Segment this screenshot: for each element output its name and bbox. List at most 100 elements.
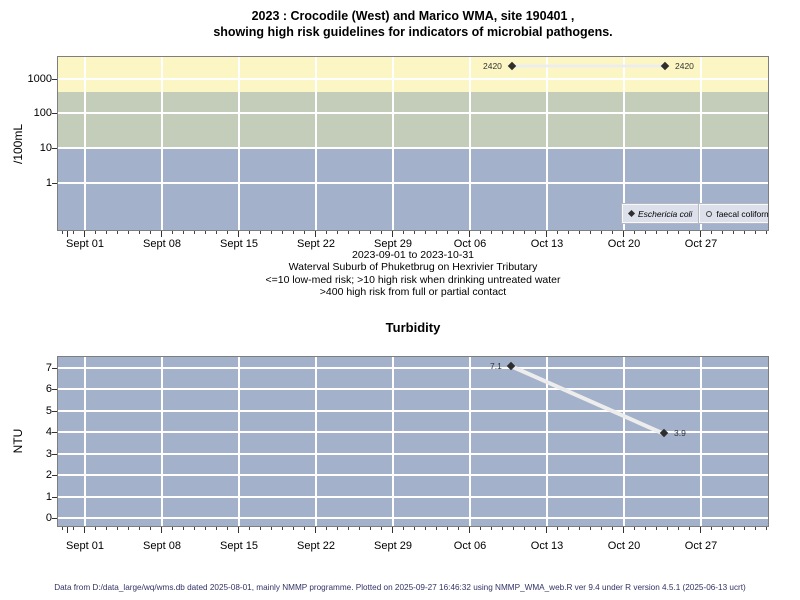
open-circle-icon [706,210,713,217]
gridline [58,367,768,369]
microbial-chart-plot-area: 2420 2420 Eschericia coli faecal colifor… [57,56,769,231]
turbidity-point-1-value: 7.1 [490,361,502,371]
gridline [58,78,768,80]
gridline [161,57,163,230]
y-tick [52,497,57,498]
gridline [58,388,768,390]
subtitle-risk-guideline-1: <=10 low-med risk; >10 high risk when dr… [265,273,561,286]
gridline [58,410,768,412]
x-tick-label: Sept 22 [297,238,335,250]
gridline [161,357,163,526]
x-tick-label: Sept 15 [220,238,258,250]
x-tick-label: Oct 27 [684,238,718,250]
x-tick-label: Oct 27 [684,540,718,552]
gridline [58,453,768,455]
x-tick-label: Oct 13 [530,540,564,552]
gridline [392,357,394,526]
x-tick-label: Sept 29 [374,238,412,250]
y-tick [52,518,57,519]
x-tick-label: Sept 08 [143,540,181,552]
band-high-risk [58,57,768,92]
gridline [546,357,548,526]
page-title: 2023 : Crocodile (West) and Marico WMA, … [57,8,769,40]
y-tick-label: 2 [45,469,52,481]
y-tick [52,475,57,476]
turbidity-connector-line [512,365,663,435]
x-tick-label: Sept 01 [66,238,104,250]
subtitle-risk-guideline-2: >400 high risk from full or partial cont… [319,286,507,299]
legend-label-faecal-coliforms: faecal coliforms [716,208,768,219]
x-tick-label: Oct 06 [453,238,487,250]
gridline [469,357,471,526]
legend-item-faecal-coliforms: faecal coliforms [699,204,768,223]
gridline [84,357,86,526]
y-tick-label: 0 [45,512,52,524]
y-tick-label: 1000 [27,73,52,85]
y-tick [52,148,57,149]
ecoli-point-2-value: 2420 [675,61,694,71]
y-tick [52,79,57,80]
x-tick-label: Oct 13 [530,238,564,250]
legend-item-ecoli: Eschericia coli [622,204,700,223]
gridline [84,57,86,230]
y-tick [52,183,57,184]
turbidity-point-2-value: 3.9 [674,428,686,438]
y-tick-label: 1 [45,177,52,189]
y-tick-label: 7 [45,362,52,374]
footer-provenance-text: Data from D:/data_large/wq/wms.db dated … [54,583,746,592]
y-tick-label: 5 [45,405,52,417]
legend: Eschericia coli faecal coliforms [622,204,768,223]
gridline [58,517,768,519]
gridline [469,57,471,230]
gridline [58,182,768,184]
gridline [58,431,768,433]
gridline [546,57,548,230]
turbidity-chart-plot-area: 7.1 3.9 [57,356,769,527]
y-tick [52,454,57,455]
gridline [58,496,768,498]
page-title-line2: showing high risk guidelines for indicat… [213,25,613,39]
legend-label-ecoli: Eschericia coli [638,208,693,219]
y-tick [52,389,57,390]
gridline [700,357,702,526]
y-tick [52,411,57,412]
y-tick-label: 4 [45,426,52,438]
x-tick-label: Sept 01 [66,540,104,552]
subtitle-site-description: Waterval Suburb of Phuketbrug on Hexrivi… [288,261,538,274]
gridline [392,57,394,230]
gridline [623,57,625,230]
y-tick-label: 100 [33,107,52,119]
y-tick-label: 3 [45,448,52,460]
turbidity-chart-title: Turbidity [385,320,441,335]
gridline [700,57,702,230]
x-tick-label: Sept 29 [374,540,412,552]
y-tick [52,113,57,114]
y-tick-label: 1 [45,491,52,503]
subtitle-date-range: 2023-09-01 to 2023-10-31 [351,249,474,261]
gridline [315,57,317,230]
x-tick-label: Oct 20 [607,540,641,552]
gridline [238,357,240,526]
gridline [58,147,768,149]
ecoli-point-1-value: 2420 [483,61,502,71]
x-tick-label: Oct 06 [453,540,487,552]
y-tick-label: 10 [39,142,52,154]
gridline [58,474,768,476]
y-tick [52,368,57,369]
x-tick-label: Sept 22 [297,540,335,552]
page-title-line1: 2023 : Crocodile (West) and Marico WMA, … [251,9,575,23]
gridline [315,357,317,526]
gridline [623,357,625,526]
x-axis-major-ticks [58,231,768,237]
y-tick [52,432,57,433]
gridline [58,112,768,114]
x-tick-label: Oct 20 [607,238,641,250]
chart-subtitle: 2023-09-01 to 2023-10-31 Waterval Suburb… [57,249,769,299]
gridline [238,57,240,230]
y-tick-label: 6 [45,383,52,395]
x-tick-label: Sept 15 [220,540,258,552]
filled-diamond-icon [627,209,636,218]
band-medium-risk [58,92,768,148]
x-axis-major-ticks [58,527,768,533]
x-tick-label: Sept 08 [143,238,181,250]
